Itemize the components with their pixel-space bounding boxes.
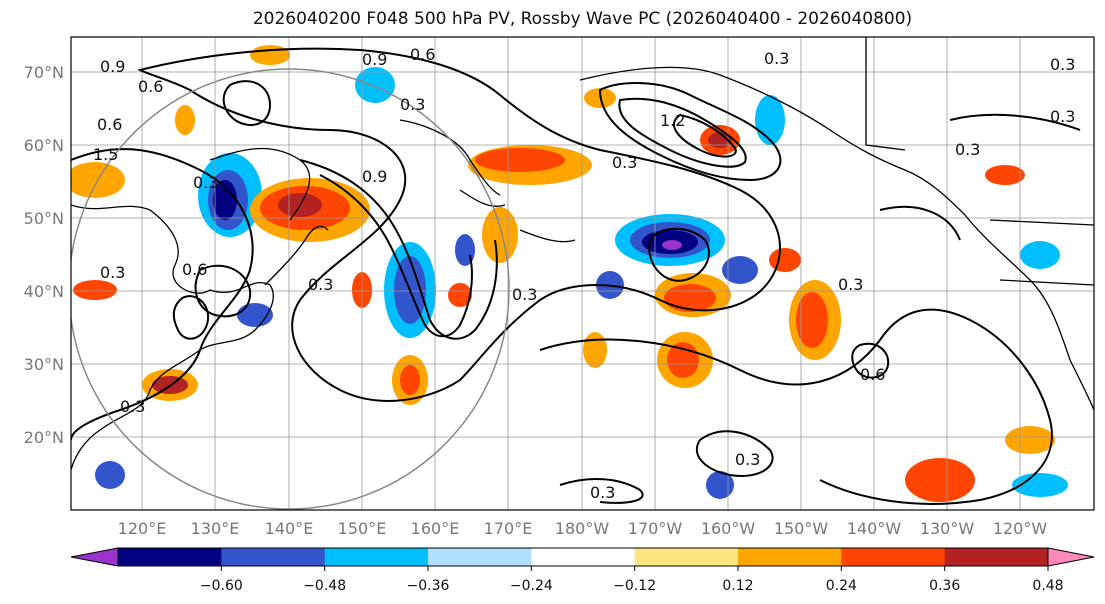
lon-label: 140°E: [265, 519, 314, 538]
colorbar-tick-label: 0.48: [1032, 578, 1063, 594]
contour-label: 0.9: [362, 50, 387, 69]
contour-label: 1.5: [93, 145, 118, 164]
contour-label: 0.6: [860, 365, 885, 384]
colorbar-segment: [221, 548, 326, 566]
graticule: [71, 37, 1094, 510]
colorbar-extend-low: [70, 547, 119, 567]
colorbar: −0.60 −0.48 −0.36 −0.24 −0.12 0.12 0.24 0.36 0.4…: [70, 547, 1095, 594]
contour-label: 0.9: [362, 167, 387, 186]
lon-label: 150°E: [338, 519, 387, 538]
colorbar-tick-label: −0.12: [613, 578, 656, 594]
lon-label: 120°W: [993, 519, 1048, 538]
colorbar-segment: [428, 548, 532, 566]
contour-label: 0.3: [1050, 55, 1075, 74]
contour-label: 0.3: [193, 173, 218, 192]
contour-label: 0.6: [182, 260, 207, 279]
contour-label: 0.3: [612, 153, 637, 172]
contour-label: 0.3: [100, 263, 125, 282]
contour-label: 1.2: [660, 111, 685, 130]
map-field: 0.9 0.6 0.9 0.6 0.3 0.6 0.3 0.6 1.5 0.3 …: [71, 37, 1094, 510]
contour-label: 0.3: [838, 275, 863, 294]
lon-label: 130°E: [191, 519, 240, 538]
lon-label: 180°W: [555, 519, 610, 538]
contour-label: 0.3: [400, 95, 425, 114]
lon-label: 170°W: [628, 519, 683, 538]
contour-label: 0.6: [410, 45, 435, 64]
lon-label: 120°E: [118, 519, 167, 538]
contour-label: 0.3: [735, 450, 760, 469]
contour-label: 0.3: [955, 140, 980, 159]
colorbar-tick-label: −0.48: [303, 578, 346, 594]
contour-label: 0.3: [308, 275, 333, 294]
colorbar-segment: [531, 548, 636, 566]
colorbar-segment: [841, 548, 946, 566]
contour-label: 0.3: [1050, 107, 1075, 126]
contour-label: 0.3: [590, 483, 615, 502]
colorbar-segment: [738, 548, 842, 566]
pv-shading: [71, 45, 1068, 502]
colorbar-segment: [324, 548, 429, 566]
colorbar-segment: [634, 548, 739, 566]
colorbar-tick-label: 0.24: [826, 578, 857, 594]
colorbar-extend-high: [1047, 547, 1095, 567]
lat-label: 40°N: [24, 282, 64, 301]
colorbar-tick-label: 0.36: [929, 578, 960, 594]
contour-label: 0.3: [120, 397, 145, 416]
contour-label: 0.3: [512, 285, 537, 304]
colorbar-tick-label: −0.36: [407, 578, 450, 594]
coastlines: [71, 37, 1094, 471]
longitude-axis: 120°E 130°E 140°E 150°E 160°E 170°E 180°…: [118, 519, 1048, 538]
contour-label: 0.3: [764, 49, 789, 68]
lon-label: 160°E: [411, 519, 460, 538]
lat-label: 30°N: [24, 355, 64, 374]
lon-label: 130°W: [920, 519, 975, 538]
colorbar-tick-label: −0.24: [510, 578, 553, 594]
latitude-axis: 70°N 60°N 50°N 40°N 30°N 20°N: [24, 63, 64, 447]
lon-label: 150°W: [774, 519, 829, 538]
map-title: 2026040200 F048 500 hPa PV, Rossby Wave …: [252, 9, 913, 29]
lat-label: 20°N: [24, 428, 64, 447]
lat-label: 70°N: [24, 63, 64, 82]
reference-circle: [71, 68, 510, 510]
lon-label: 170°E: [484, 519, 533, 538]
map-frame: [70, 36, 1095, 511]
colorbar-segment: [118, 548, 222, 566]
contour-labels: 0.9 0.6 0.9 0.6 0.3 0.6 0.3 0.6 1.5 0.3 …: [93, 45, 1075, 502]
colorbar-frame: [117, 547, 1049, 567]
colorbar-tick-label: 0.12: [722, 578, 753, 594]
contour-label: 0.9: [100, 57, 125, 76]
colorbar-tick-label: −0.60: [200, 578, 243, 594]
lon-label: 140°W: [847, 519, 902, 538]
lat-label: 50°N: [24, 209, 64, 228]
lat-label: 60°N: [24, 136, 64, 155]
colorbar-segment: [944, 548, 1049, 566]
contour-label: 0.6: [97, 115, 122, 134]
lon-label: 160°W: [701, 519, 756, 538]
pv-contours: [71, 47, 1081, 505]
contour-label: 0.6: [138, 77, 163, 96]
